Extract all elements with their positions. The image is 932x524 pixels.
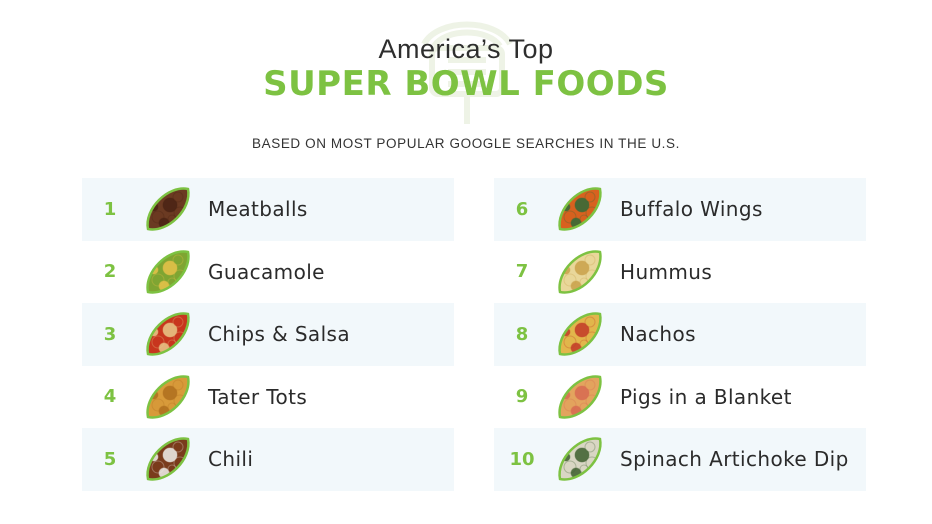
list-item: 7 Hummus (494, 241, 866, 304)
food-name: Meatballs (208, 197, 308, 222)
ranking-column-right: 6 Buffalo Wings 7 Hummus 8 Nachos 9 Pigs… (494, 178, 866, 491)
list-item: 4 Tater Tots (82, 366, 454, 429)
rank-number: 3 (103, 323, 117, 345)
rank-number: 10 (509, 448, 535, 470)
nachos-image (554, 308, 606, 360)
list-item: 1 Meatballs (82, 178, 454, 241)
chips-salsa-image (142, 308, 194, 360)
page-title-line2: SUPER BOWL FOODS (263, 64, 669, 104)
food-name: Hummus (620, 259, 713, 284)
list-item: 8 Nachos (494, 303, 866, 366)
list-item: 2 Guacamole (82, 241, 454, 304)
rank-number: 5 (103, 448, 117, 470)
food-name: Nachos (620, 322, 696, 347)
food-name: Buffalo Wings (620, 197, 763, 222)
buffalo-wings-image (554, 183, 606, 235)
rank-number: 1 (103, 198, 117, 220)
list-item: 3 Chips & Salsa (82, 303, 454, 366)
page-subtitle: BASED ON MOST POPULAR GOOGLE SEARCHES IN… (252, 136, 680, 151)
food-name: Chili (208, 447, 254, 472)
spinach-artichoke-dip-image (554, 433, 606, 485)
chili-image (142, 433, 194, 485)
guacamole-image (142, 246, 194, 298)
list-item: 9 Pigs in a Blanket (494, 366, 866, 429)
rank-number: 4 (103, 386, 117, 408)
rank-number: 2 (103, 261, 117, 283)
rank-number: 9 (515, 386, 529, 408)
ranking-column-left: 1 Meatballs 2 Guacamole 3 Chips & Salsa … (82, 178, 454, 491)
food-name: Tater Tots (208, 384, 308, 409)
goalpost-icon (421, 21, 513, 124)
list-item: 5 Chili (82, 428, 454, 491)
page-title-line1: America’s Top (378, 34, 554, 64)
hummus-image (554, 246, 606, 298)
list-item: 10 Spinach Artichoke Dip (494, 428, 866, 491)
food-name: Spinach Artichoke Dip (620, 447, 849, 472)
rank-number: 7 (515, 261, 529, 283)
rank-number: 6 (515, 198, 529, 220)
food-name: Guacamole (208, 259, 325, 284)
pigs-in-a-blanket-image (554, 371, 606, 423)
meatballs-image (142, 183, 194, 235)
tater-tots-image (142, 371, 194, 423)
rank-number: 8 (515, 323, 529, 345)
food-name: Chips & Salsa (208, 322, 351, 347)
food-name: Pigs in a Blanket (620, 384, 792, 409)
list-item: 6 Buffalo Wings (494, 178, 866, 241)
